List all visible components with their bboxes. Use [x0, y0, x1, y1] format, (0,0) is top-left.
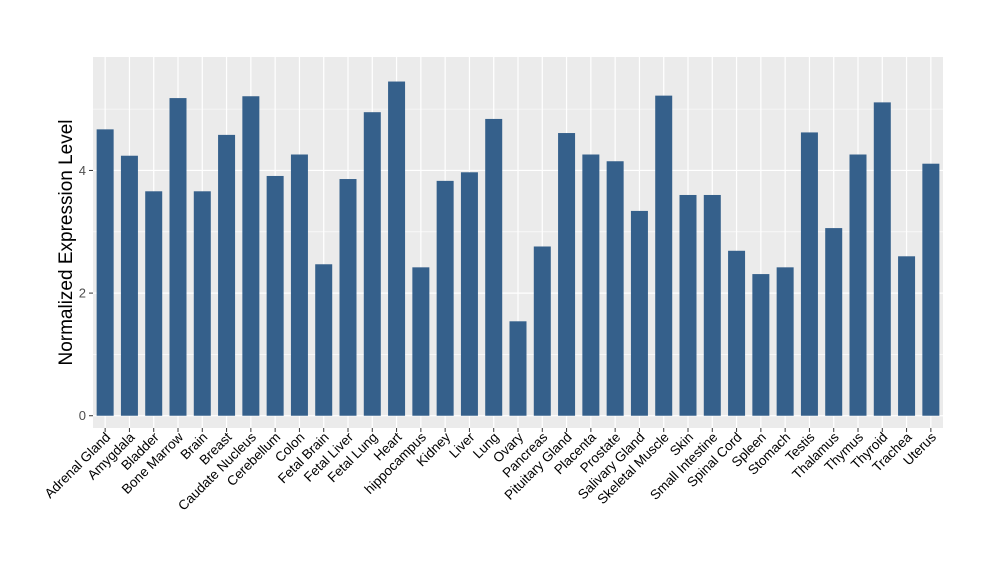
- bar: [193, 191, 211, 416]
- bar: [145, 191, 163, 416]
- bar: [703, 194, 721, 416]
- y-tick-label: 4: [79, 163, 86, 178]
- y-axis-label: Normalized Expression Level: [56, 119, 77, 365]
- bar: [898, 256, 916, 416]
- bar: [315, 264, 333, 416]
- bar: [849, 154, 867, 416]
- bar: [922, 163, 940, 416]
- bar: [412, 267, 430, 416]
- bar: [485, 118, 503, 416]
- bar: [242, 96, 260, 416]
- bar: [655, 95, 673, 416]
- bar: [460, 172, 478, 416]
- bar: [752, 274, 770, 416]
- bar: [169, 98, 187, 416]
- bar: [630, 210, 648, 416]
- x-tick-label: Liver: [446, 429, 478, 461]
- bar: [582, 154, 600, 416]
- bar: [218, 134, 236, 416]
- bar: [825, 228, 843, 416]
- bar: [509, 321, 527, 416]
- bar: [339, 179, 357, 416]
- bar: [363, 112, 381, 416]
- bar: [679, 194, 697, 416]
- bar: [800, 132, 818, 416]
- bar: [606, 161, 624, 416]
- bar: [533, 246, 551, 416]
- y-tick-label: 0: [79, 408, 86, 423]
- bar: [266, 175, 284, 416]
- bar: [388, 81, 406, 416]
- bar: [436, 180, 454, 416]
- bar: [558, 133, 576, 416]
- bars: [96, 81, 940, 416]
- bar: [873, 102, 891, 416]
- bar: [290, 154, 308, 416]
- bar: [96, 129, 114, 416]
- y-tick-label: 2: [79, 286, 86, 301]
- bar: [728, 250, 746, 416]
- bar: [776, 267, 794, 416]
- bar: [120, 155, 138, 416]
